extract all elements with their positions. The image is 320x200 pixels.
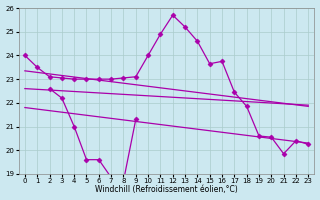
X-axis label: Windchill (Refroidissement éolien,°C): Windchill (Refroidissement éolien,°C)	[95, 185, 238, 194]
